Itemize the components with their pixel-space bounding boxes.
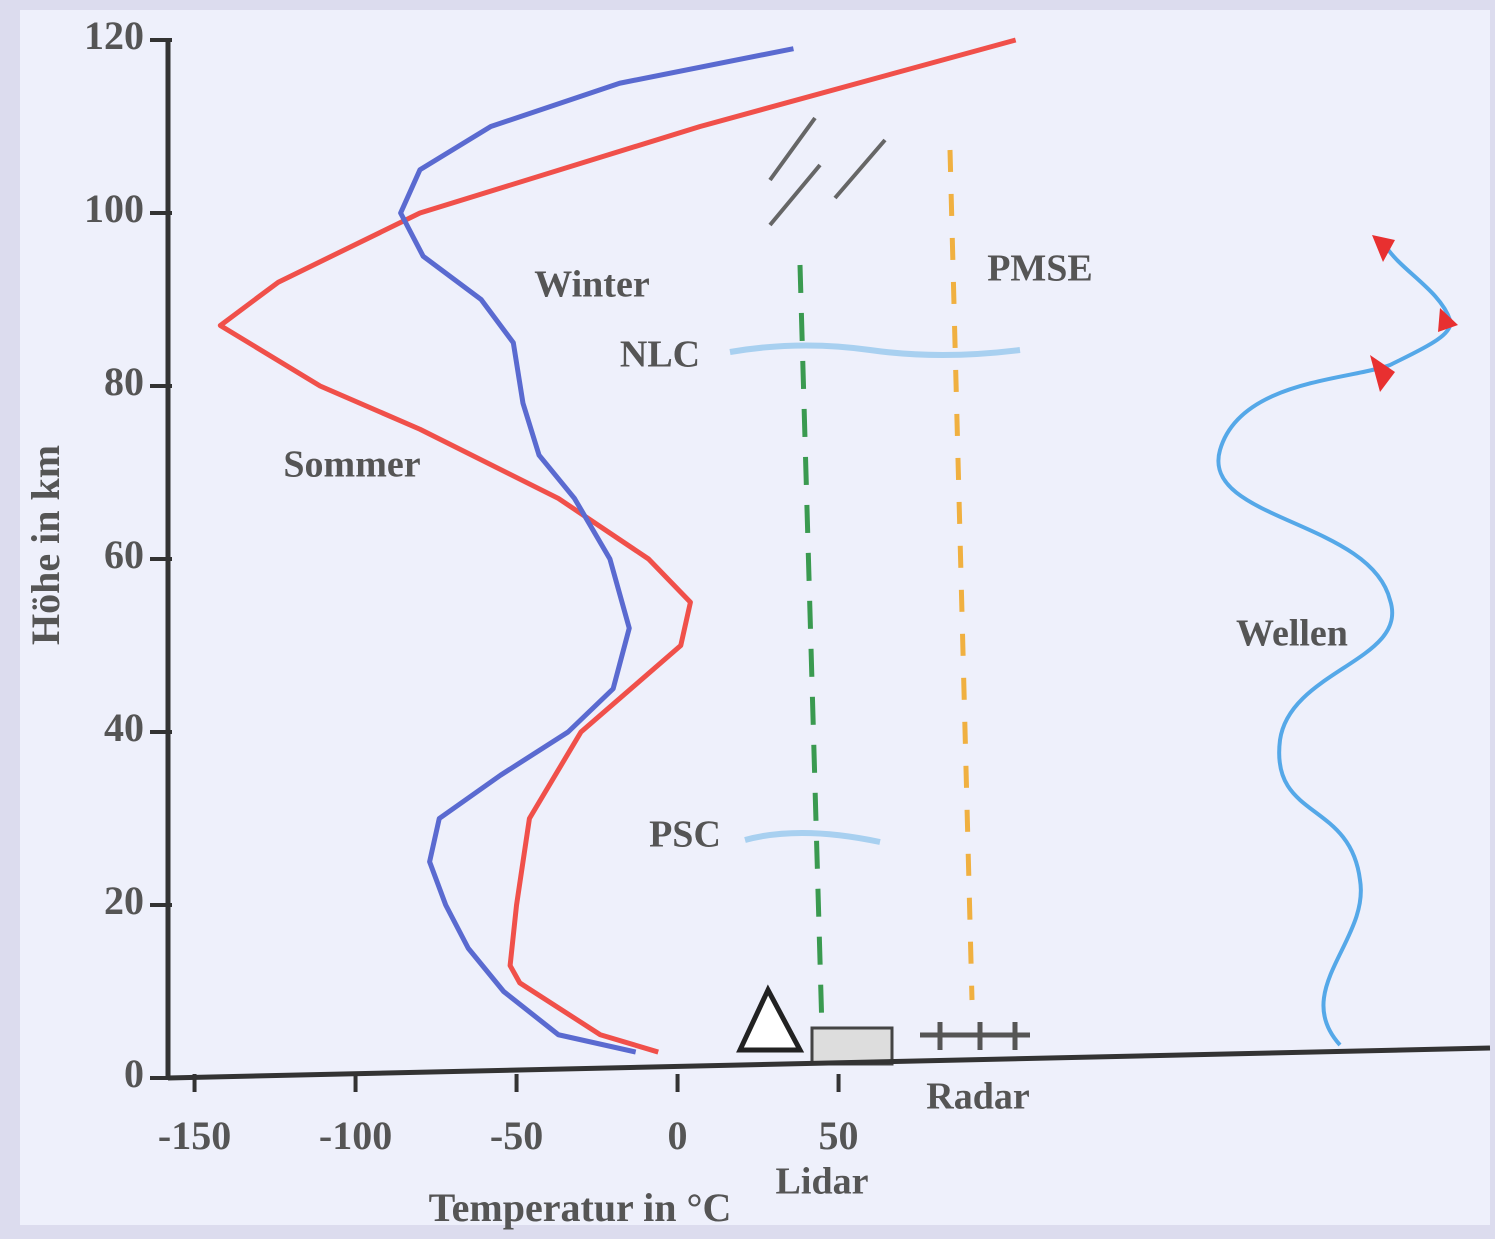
x-tick-label: -100 [319,1113,392,1158]
y-tick-label: 0 [124,1051,144,1096]
y-tick-label: 120 [84,13,144,58]
chart: Temperatur in °C Höhe in km -150 -100 -50 0… [0,0,1495,1239]
y-tick-label: 60 [104,532,144,577]
y-tick-label: 40 [104,705,144,750]
x-axis-title: Temperatur in °C [429,1185,732,1230]
annotation: Winter [534,264,650,306]
annotation: Wellen [1236,613,1348,655]
annotation: Lidar [776,1161,869,1203]
annotation: NLC [620,334,700,376]
annotation: PSC [649,814,721,856]
x-tick-label: -150 [158,1113,231,1158]
y-axis-title: Höhe in km [23,445,68,645]
lidar-box [812,1028,892,1064]
y-tick-label: 80 [104,359,144,404]
annotation: Radar [926,1076,1030,1118]
annotation: Sommer [283,444,420,486]
annotation: PMSE [987,248,1093,290]
x-tick-label: 50 [819,1113,859,1158]
page: {"chart_data": {"type": "line", "xlabel"… [0,0,1495,1239]
y-tick-label: 20 [104,878,144,923]
y-tick-label: 100 [84,186,144,231]
x-tick-label: 0 [668,1113,688,1158]
x-tick-label: -50 [490,1113,543,1158]
